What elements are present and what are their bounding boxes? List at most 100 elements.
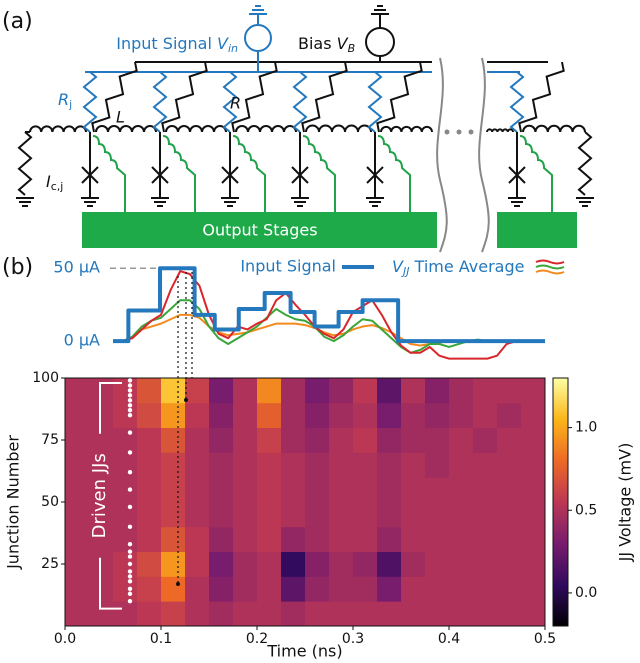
legend-label: VJJ Time Average	[392, 257, 524, 279]
output-stage	[82, 212, 437, 248]
r-label: R	[230, 94, 241, 113]
heat-cell	[209, 526, 234, 552]
driven-dot	[127, 561, 133, 567]
heat-cell	[281, 601, 306, 627]
heat-cell	[281, 378, 306, 404]
signal-plot: 50 μA 0 μA Input Signal VJJ Time Average	[53, 257, 565, 360]
x-tick-label: 0.5	[534, 631, 556, 647]
heat-cell	[233, 526, 258, 552]
heat-cell	[257, 378, 282, 404]
circuit	[16, 5, 594, 253]
heat-cell	[137, 576, 162, 602]
driven-dot	[127, 579, 133, 584]
heat-cell	[185, 452, 210, 478]
heat-cell	[281, 576, 306, 602]
heat-cell	[257, 477, 282, 503]
heat-cell	[161, 402, 186, 428]
heat-cell	[305, 452, 330, 478]
resistor	[518, 61, 565, 133]
heat-cell	[473, 502, 498, 528]
resistor	[161, 61, 208, 133]
heat-cell	[257, 427, 282, 453]
heat-cell	[449, 601, 474, 627]
heat-cell	[281, 452, 306, 478]
heat-cell	[65, 551, 90, 577]
heat-cell	[65, 601, 90, 627]
heat-cell	[329, 402, 354, 428]
output-wire	[162, 135, 196, 212]
heat-cell	[65, 576, 90, 602]
driven-dot	[127, 549, 133, 554]
heat-cell	[161, 427, 186, 453]
heat-cell	[473, 601, 498, 627]
heat-cell	[329, 452, 354, 478]
heat-cell	[65, 452, 90, 478]
legend-label: Input Signal	[240, 257, 336, 276]
driven-dot	[127, 393, 133, 398]
heat-cell	[113, 576, 138, 602]
legend-part: Time Average	[409, 257, 524, 276]
heat-cell	[89, 427, 114, 453]
heat-cell	[137, 452, 162, 478]
heat-cell	[65, 378, 90, 404]
driven-dot	[127, 430, 133, 435]
resistor	[231, 61, 278, 133]
heat-cell	[281, 427, 306, 453]
heat-cell	[497, 502, 522, 528]
inductor	[95, 125, 157, 133]
y-tick-label: 50	[41, 494, 59, 510]
heat-cell	[137, 477, 162, 503]
ground	[151, 197, 169, 207]
junction	[221, 166, 239, 184]
heat-cell	[281, 402, 306, 428]
output-wire	[92, 135, 126, 212]
colorbar-tick-label: 0.5	[575, 502, 597, 518]
x-tick-label: 0.1	[150, 631, 172, 647]
heat-cell	[113, 502, 138, 528]
heat-cell	[233, 378, 258, 404]
heat-cell	[497, 477, 522, 503]
heat-cell	[257, 452, 282, 478]
heat-cell	[449, 427, 474, 453]
driven-dot	[127, 487, 133, 492]
heat-cell	[497, 427, 522, 453]
label-subscript: B	[348, 42, 356, 55]
legend-part: V	[392, 257, 404, 276]
heat-cell	[113, 477, 138, 503]
heat-cell	[113, 427, 138, 453]
heat-cell	[305, 427, 330, 453]
driven-dot	[127, 378, 133, 383]
heat-cell	[473, 452, 498, 478]
heat-cell	[521, 601, 546, 627]
heat-cell	[305, 601, 330, 627]
heat-cell	[425, 601, 450, 627]
break	[478, 57, 490, 253]
junction	[81, 166, 99, 184]
heat-cell	[281, 551, 306, 577]
label-symbol: R	[58, 90, 69, 109]
heat-cell	[377, 378, 402, 404]
output-label: Output Stages	[202, 221, 317, 240]
output-wire	[377, 135, 411, 212]
heat-cell	[209, 601, 234, 627]
output-stage	[497, 212, 577, 248]
driven-dot	[127, 569, 133, 574]
heat-cell	[425, 526, 450, 552]
heat-cell	[425, 402, 450, 428]
heat-cell	[425, 551, 450, 577]
heat-cell	[137, 502, 162, 528]
heat-cell	[497, 378, 522, 404]
heat-cell	[65, 477, 90, 503]
heat-cell	[401, 477, 426, 503]
driven-dot	[127, 591, 133, 596]
driven-dot	[127, 398, 133, 403]
heat-cell	[113, 601, 138, 627]
heat-cell	[425, 477, 450, 503]
resistor	[91, 61, 138, 133]
inductor	[305, 124, 372, 133]
heat-cell	[161, 526, 186, 552]
heat-cell	[257, 551, 282, 577]
heat-cell	[401, 452, 426, 478]
heat-cell	[185, 576, 210, 602]
heat-cell	[353, 477, 378, 503]
